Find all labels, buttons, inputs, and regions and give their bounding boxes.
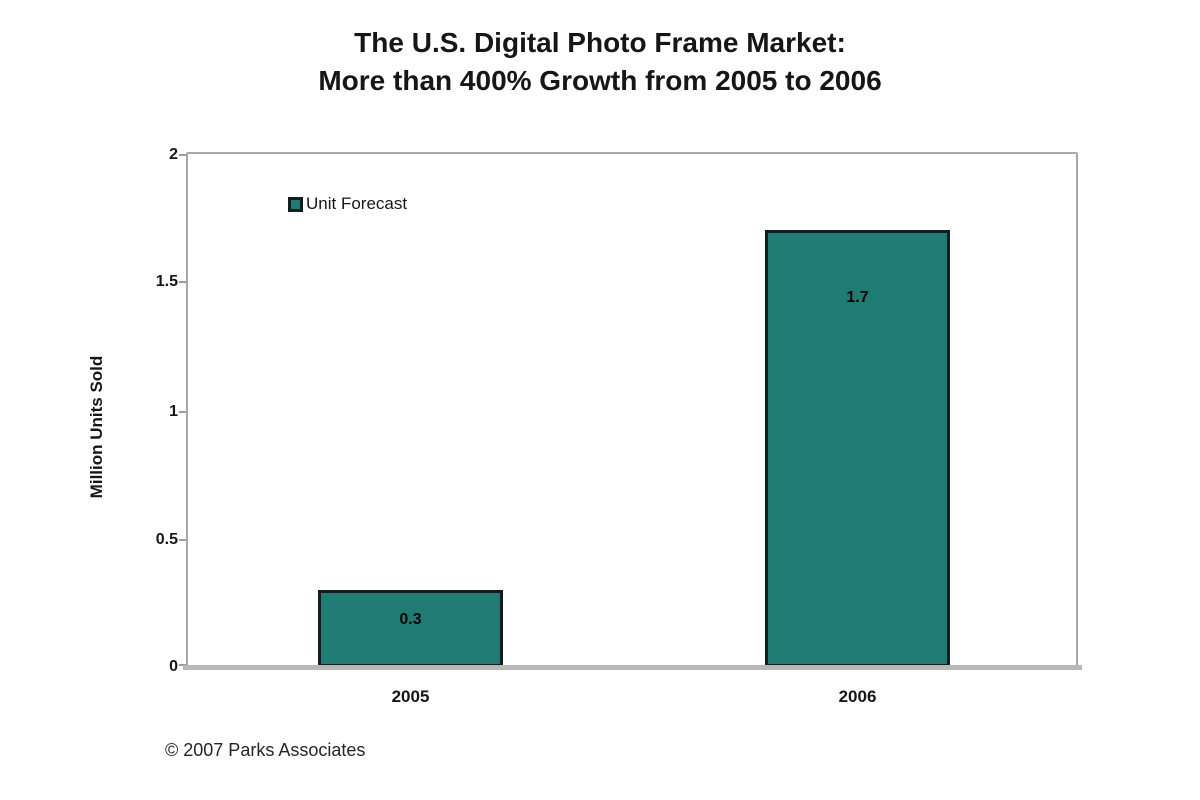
y-tick-label-1-5: 1.5 — [155, 273, 178, 290]
bar-value-label-2006: 1.7 — [846, 289, 869, 306]
y-axis-title: Million Units Sold — [87, 355, 106, 499]
chart-title-line-1: The U.S. Digital Photo Frame Market: — [354, 27, 846, 58]
chart-title-line-2: More than 400% Growth from 2005 to 2006 — [318, 65, 882, 96]
y-tick-label-0-5: 0.5 — [155, 531, 178, 548]
y-tick-mark — [179, 154, 186, 156]
bar-value-label-2005: 0.3 — [399, 611, 422, 628]
bar-2006: 1.7 — [765, 230, 950, 667]
x-tick-label-2006: 2006 — [838, 687, 877, 706]
y-tick-mark — [179, 411, 186, 413]
y-tick-label-1: 1 — [169, 403, 178, 420]
x-tick-label-2005: 2005 — [391, 687, 430, 706]
y-tick-label-2: 2 — [169, 146, 178, 163]
legend-label: Unit Forecast — [306, 194, 408, 213]
legend: Unit Forecast — [288, 194, 407, 214]
y-tick-label-0: 0 — [169, 658, 178, 675]
copyright-text: © 2007 Parks Associates — [165, 740, 366, 760]
y-tick-mark — [179, 539, 186, 541]
x-axis-line — [183, 665, 1082, 670]
y-tick-mark — [179, 281, 186, 283]
legend-swatch-icon — [288, 196, 303, 212]
bar-2005: 0.3 — [318, 590, 503, 667]
y-tick-mark — [179, 664, 186, 666]
chart-title: The U.S. Digital Photo Frame Market: Mor… — [0, 24, 1200, 100]
